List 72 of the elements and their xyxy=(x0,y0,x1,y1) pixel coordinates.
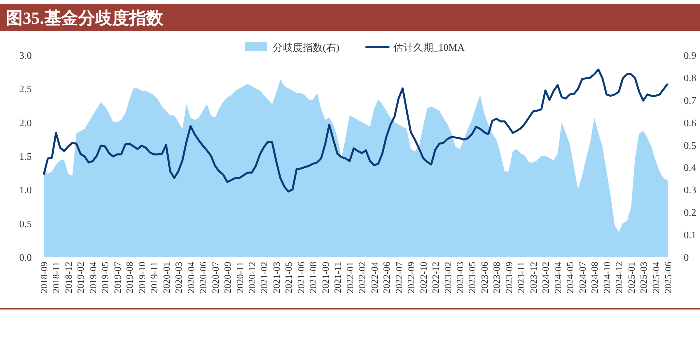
x-tick-label: 2021-08 xyxy=(310,262,320,294)
chart-title: 图35.基金分歧度指数 xyxy=(6,9,164,28)
y2-tick-label: 0.7 xyxy=(684,96,696,107)
x-tick-label: 2023-11 xyxy=(518,262,528,294)
x-tick-label: 2021-09 xyxy=(322,262,332,294)
x-tick-label: 2022-12 xyxy=(432,262,442,294)
y2-tick-label: 0 xyxy=(684,253,689,264)
x-tick-label: 2022-10 xyxy=(420,262,430,294)
y2-tick-label: 0.1 xyxy=(684,230,696,242)
x-tick-label: 2020-04 xyxy=(187,262,198,294)
x-tick-label: 2024-05 xyxy=(566,262,577,294)
x-tick-label: 2022-09 xyxy=(408,262,418,294)
x-tick-label: 2023-02 xyxy=(444,262,454,294)
x-tick-label: 2019-08 xyxy=(126,262,136,294)
x-tick-label: 2022-01 xyxy=(346,262,356,294)
x-tick-label: 2023-05 xyxy=(468,262,479,294)
x-tick-label: 2019-07 xyxy=(114,262,124,294)
x-tick-label: 2019-11 xyxy=(150,262,161,294)
x-tick-label: 2019-02 xyxy=(77,262,88,294)
x-tick-label: 2021-03 xyxy=(272,262,283,294)
x-tick-label: 2018-09 xyxy=(40,262,50,294)
x-tick-label: 2020-01 xyxy=(162,262,173,294)
x-tick-label: 2019-10 xyxy=(138,262,148,294)
x-tick-label: 2024-10 xyxy=(603,262,614,294)
x-tick-label: 2025-06 xyxy=(664,262,674,294)
y-tick-label: 2.5 xyxy=(20,84,32,96)
x-tick-label: 2022-04 xyxy=(370,262,381,294)
y2-tick-label: 0.4 xyxy=(684,163,696,174)
x-tick-label: 2019-05 xyxy=(102,262,112,294)
x-tick-label: 2024-04 xyxy=(554,262,564,294)
x-tick-label: 2022-06 xyxy=(383,262,394,294)
x-tick-label: 2020-06 xyxy=(200,262,210,294)
x-tick-label: 2025-01 xyxy=(628,262,638,294)
x-tick-label: 2020-12 xyxy=(248,262,258,294)
x-tick-label: 2022-07 xyxy=(395,262,406,294)
x-tick-label: 2019-04 xyxy=(89,262,100,294)
x-tick-label: 2018-11 xyxy=(52,262,63,294)
x-tick-label: 2023-03 xyxy=(456,262,466,294)
y-tick-label: 0.5 xyxy=(20,219,32,230)
x-tick-label: 2025-03 xyxy=(640,262,650,294)
x-tick-label: 2021-06 xyxy=(297,262,308,294)
x-tick-label: 2021-02 xyxy=(260,262,271,294)
x-tick-label: 2020-03 xyxy=(175,262,186,294)
x-tick-label: 2025-04 xyxy=(652,262,662,294)
x-tick-label: 2024-07 xyxy=(578,262,589,294)
x-tick-label: 2023-12 xyxy=(530,262,540,294)
y-tick-label: 0.0 xyxy=(20,253,32,264)
x-tick-label: 2024-02 xyxy=(542,262,552,294)
x-tick-label: 2020-07 xyxy=(212,262,222,294)
y-tick-label: 3.0 xyxy=(20,51,32,62)
x-tick-label: 2020-11 xyxy=(236,262,246,294)
x-tick-label: 2022-02 xyxy=(358,262,369,294)
y-tick-label: 1.0 xyxy=(20,186,32,197)
x-tick-label: 2021-05 xyxy=(285,262,296,294)
x-tick-label: 2023-06 xyxy=(480,262,491,294)
x-tick-label: 2020-09 xyxy=(224,262,234,294)
y2-tick-label: 0.6 xyxy=(684,118,696,130)
legend-label: 估计久期_10MA xyxy=(394,42,466,54)
x-tick-label: 2021-11 xyxy=(334,262,344,294)
legend-label: 分歧度指数(右) xyxy=(273,42,340,54)
y2-tick-label: 0.5 xyxy=(684,140,696,152)
y2-tick-label: 0.3 xyxy=(684,186,696,197)
x-tick-label: 2024-12 xyxy=(616,262,626,294)
x-tick-label: 2024-08 xyxy=(591,262,602,294)
x-tick-label: 2018-12 xyxy=(64,262,75,294)
y2-tick-label: 0.2 xyxy=(684,208,696,220)
y-tick-label: 1.5 xyxy=(20,152,32,163)
y2-tick-label: 0.9 xyxy=(684,51,696,62)
x-tick-label: 2023-08 xyxy=(493,262,504,294)
y2-tick-label: 0.8 xyxy=(684,73,696,84)
y-tick-label: 2.0 xyxy=(20,118,32,130)
x-tick-label: 2023-09 xyxy=(505,262,516,294)
